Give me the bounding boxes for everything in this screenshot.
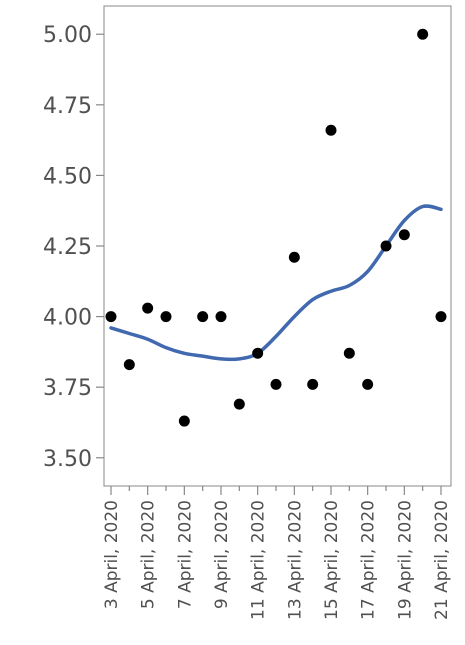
x-tick-label: 9 April, 2020: [212, 500, 232, 609]
data-point: [215, 311, 227, 323]
x-tick-label: 21 April, 2020: [432, 500, 452, 620]
y-tick-label: 4.00: [43, 306, 92, 331]
x-tick-label: 7 April, 2020: [175, 500, 195, 609]
x-tick-label: 15 April, 2020: [322, 500, 342, 620]
data-point: [142, 302, 154, 314]
data-point: [343, 347, 355, 359]
data-point: [362, 378, 374, 390]
y-axis: 5.00 4.75 4.50 4.25 4.00 3.75 3.50: [43, 23, 104, 472]
data-point: [307, 378, 319, 390]
data-point: [325, 124, 337, 136]
data-point: [288, 251, 300, 263]
x-tick-label: 13 April, 2020: [285, 500, 305, 620]
y-tick-label: 4.75: [43, 94, 92, 119]
x-tick-label: 11 April, 2020: [249, 500, 269, 620]
data-point: [252, 347, 264, 359]
data-point: [270, 378, 282, 390]
x-axis: 3 April, 2020 5 April, 2020 7 April, 2020 9…: [102, 486, 452, 620]
y-tick-label: 4.25: [43, 235, 92, 260]
data-point: [398, 229, 410, 241]
plot-frame: [103, 5, 452, 487]
data-point: [105, 311, 117, 323]
data-point: [197, 311, 209, 323]
y-tick-label: 3.75: [43, 376, 92, 401]
y-tick-label: 3.50: [43, 447, 92, 472]
x-tick-label: 19 April, 2020: [395, 500, 415, 620]
y-tick-label: 5.00: [43, 23, 92, 48]
data-point: [123, 359, 135, 371]
x-tick-label: 5 April, 2020: [139, 500, 159, 609]
data-points: [105, 28, 447, 427]
data-point: [178, 415, 190, 427]
x-tick-label: 3 April, 2020: [102, 500, 122, 609]
x-tick-label: 17 April, 2020: [359, 500, 379, 620]
data-point: [380, 240, 392, 252]
data-point: [233, 398, 245, 410]
data-point: [160, 311, 172, 323]
y-tick-label: 4.50: [43, 164, 92, 189]
data-point: [435, 311, 447, 323]
data-point: [417, 28, 429, 40]
